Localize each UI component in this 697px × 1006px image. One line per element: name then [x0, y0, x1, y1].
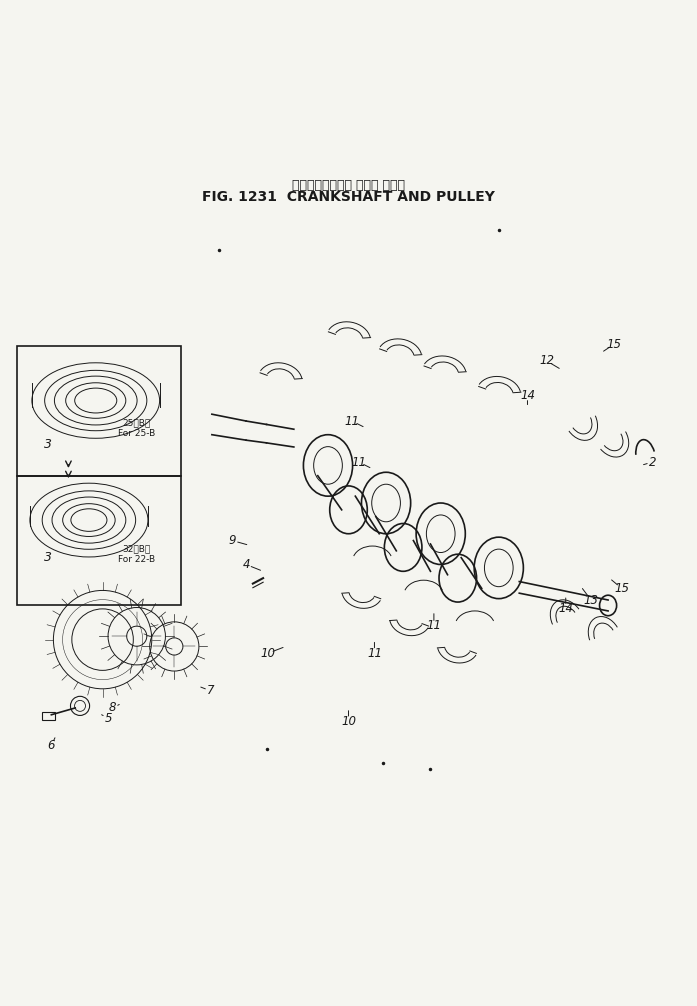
Text: 3: 3: [44, 551, 52, 564]
Text: 7: 7: [207, 684, 214, 697]
Bar: [17, 476, 181, 606]
Text: 14: 14: [520, 388, 535, 401]
Text: 11: 11: [344, 414, 360, 428]
Text: 32－B用
For 22-B: 32－B用 For 22-B: [118, 544, 155, 564]
Text: 11: 11: [367, 647, 382, 660]
Text: 3: 3: [44, 439, 52, 452]
Text: 5: 5: [105, 711, 112, 724]
Text: 11: 11: [351, 456, 366, 469]
Text: 15: 15: [614, 581, 629, 595]
Bar: [43, 712, 55, 720]
Text: 13: 13: [583, 594, 599, 607]
Text: クランクシャフト および プーリ: クランクシャフト および プーリ: [292, 178, 405, 191]
Text: 12: 12: [539, 354, 554, 367]
Text: FIG. 1231  CRANKSHAFT AND PULLEY: FIG. 1231 CRANKSHAFT AND PULLEY: [202, 190, 495, 204]
Bar: [17, 346, 181, 476]
Text: 8: 8: [109, 701, 116, 714]
Text: 25－B用
For 25-B: 25－B用 For 25-B: [118, 418, 155, 438]
Text: 6: 6: [47, 739, 55, 752]
Text: 10: 10: [261, 647, 275, 660]
Text: 2: 2: [649, 456, 657, 469]
Text: 10: 10: [341, 715, 356, 728]
Text: 4: 4: [243, 558, 250, 571]
Text: 14: 14: [558, 603, 573, 616]
Text: 11: 11: [427, 620, 441, 633]
Text: 9: 9: [229, 534, 236, 547]
Text: 15: 15: [606, 338, 621, 351]
